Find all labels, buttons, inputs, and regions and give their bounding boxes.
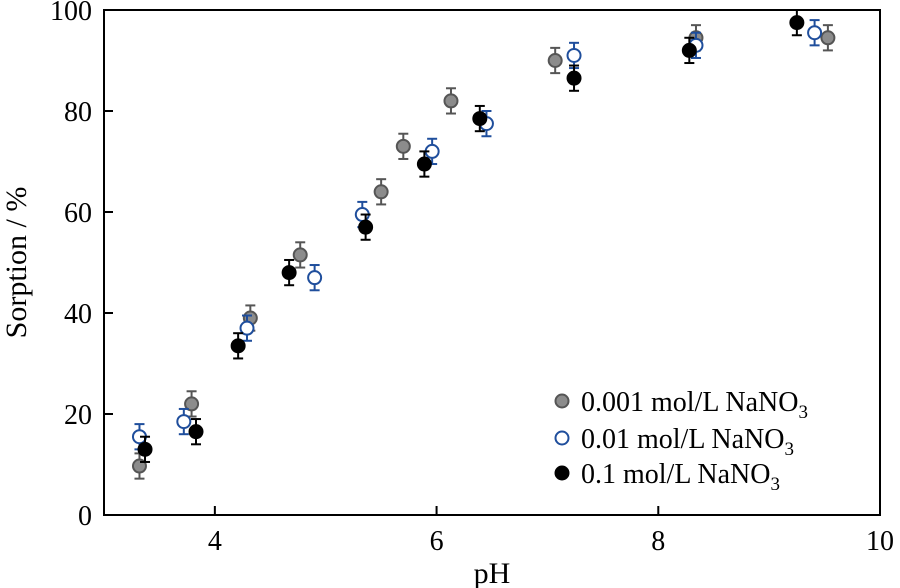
legend-marker bbox=[554, 393, 570, 409]
data-point bbox=[176, 414, 192, 430]
plot-frame bbox=[103, 9, 881, 516]
data-point bbox=[443, 93, 459, 109]
legend-item-2: 0.01 mol/L NaNO3 bbox=[554, 424, 794, 460]
series-2 bbox=[131, 19, 823, 451]
x-tick-label: 4 bbox=[208, 526, 222, 557]
y-tick-label: 60 bbox=[64, 198, 92, 229]
data-point bbox=[566, 47, 582, 63]
legend-marker bbox=[554, 430, 570, 446]
x-tick-label: 8 bbox=[651, 526, 665, 557]
y-tick-label: 20 bbox=[64, 400, 92, 431]
legend-item-1: 0.001 mol/L NaNO3 bbox=[554, 387, 808, 423]
y-tick-label: 100 bbox=[50, 0, 92, 27]
y-tick-label: 80 bbox=[64, 97, 92, 128]
data-point bbox=[789, 15, 805, 31]
x-axis-label: pH bbox=[474, 557, 511, 588]
x-tick-label: 10 bbox=[866, 526, 894, 557]
y-axis-label: Sorption / % bbox=[0, 187, 33, 339]
legend-marker bbox=[554, 465, 570, 481]
legend-label: 0.01 mol/L NaNO3 bbox=[581, 424, 794, 460]
y-tick-label: 0 bbox=[78, 501, 92, 532]
data-point bbox=[681, 42, 697, 58]
y-tick-label: 40 bbox=[64, 299, 92, 330]
data-point bbox=[547, 53, 563, 68]
data-point bbox=[566, 70, 582, 86]
plot-marks bbox=[131, 9, 836, 480]
data-point bbox=[416, 156, 432, 172]
series-1 bbox=[131, 24, 836, 480]
data-point bbox=[188, 424, 204, 440]
data-point bbox=[807, 25, 823, 41]
series-3 bbox=[137, 9, 805, 463]
data-point bbox=[239, 320, 255, 336]
data-point bbox=[373, 184, 389, 200]
data-point bbox=[820, 30, 836, 46]
x-tick-label: 6 bbox=[430, 526, 444, 557]
data-point bbox=[230, 338, 246, 354]
data-point bbox=[292, 247, 308, 263]
data-point bbox=[395, 138, 411, 154]
data-point bbox=[472, 111, 488, 127]
data-point bbox=[281, 265, 297, 281]
data-point bbox=[358, 219, 374, 235]
data-point bbox=[184, 396, 200, 412]
legend-label: 0.001 mol/L NaNO3 bbox=[581, 387, 808, 423]
legend-label: 0.1 mol/L NaNO3 bbox=[581, 459, 780, 495]
data-point bbox=[137, 441, 153, 457]
data-point bbox=[307, 270, 323, 286]
legend-item-3: 0.1 mol/L NaNO3 bbox=[554, 459, 780, 495]
